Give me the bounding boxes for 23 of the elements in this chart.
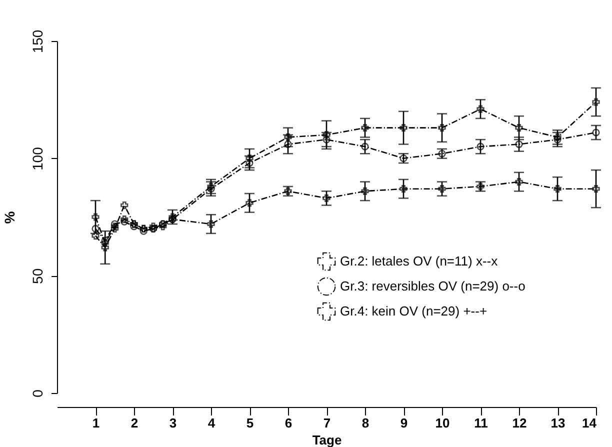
x-axis-title: Tage xyxy=(312,432,342,447)
y-tick-label: 150 xyxy=(30,30,46,54)
y-tick-label: 100 xyxy=(30,146,46,171)
x-tick-label: 7 xyxy=(323,416,331,430)
x-tick-label: 11 xyxy=(474,416,488,430)
x-tick-label: 3 xyxy=(169,416,177,430)
x-tick-label: 12 xyxy=(512,416,527,430)
x-tick-label: 6 xyxy=(284,416,292,430)
legend-label: Gr.2: letales OV (n=11) x--x xyxy=(340,254,498,268)
legend-label: Gr.3: reversibles OV (n=29) o--o xyxy=(340,278,526,294)
y-tick-label: 0 xyxy=(30,389,46,398)
y-axis-title: % xyxy=(2,210,18,224)
legend-label: Gr.4: kein OV (n=29) +--+ xyxy=(340,304,488,318)
x-tick-label: 2 xyxy=(130,416,138,430)
x-tick-label: 8 xyxy=(362,416,370,430)
x-tick-label: 4 xyxy=(208,416,216,430)
y-tick-label: 50 xyxy=(30,268,46,284)
x-tick-label: 10 xyxy=(435,416,450,430)
x-tick-label: 14 xyxy=(582,416,598,430)
x-tick-label: 13 xyxy=(550,416,566,430)
x-tick-label: 9 xyxy=(400,416,408,430)
x-tick-label: 1 xyxy=(92,416,100,430)
x-tick-label: 5 xyxy=(246,416,254,430)
